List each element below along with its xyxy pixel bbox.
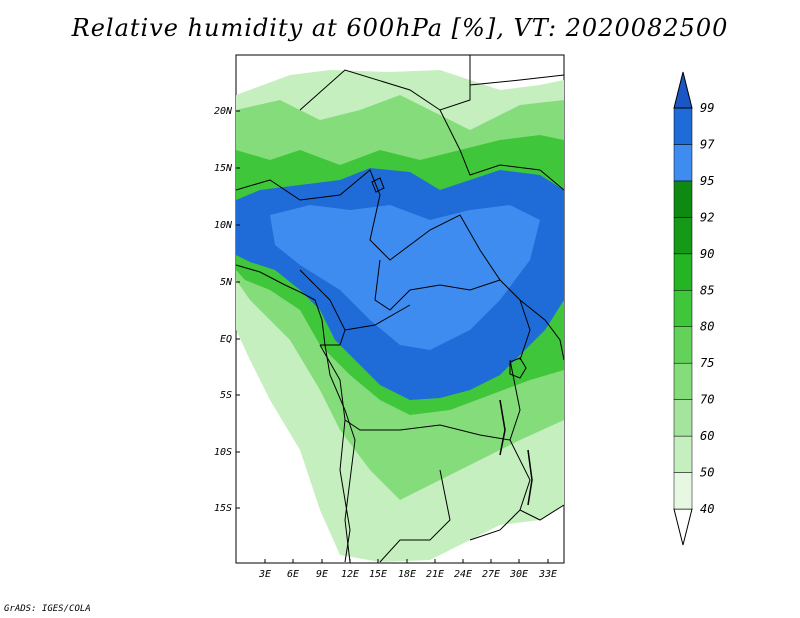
- colorbar-label: 92: [700, 210, 714, 224]
- colorbar: 40 50 60 70 75 80 85 90 92 95 97 99: [673, 71, 715, 546]
- humidity-field-saturated-light: [270, 205, 540, 350]
- lake-victoria: [509, 357, 527, 379]
- country-borders: [235, 55, 565, 563]
- lon-label: 21E: [426, 569, 444, 580]
- colorbar-segment: [673, 362, 693, 400]
- colorbar-label: 70: [700, 393, 714, 407]
- lat-label: EQ: [220, 334, 232, 345]
- lat-label: 10S: [214, 447, 232, 458]
- lon-label: 27E: [482, 569, 500, 580]
- lat-label: 15N: [214, 163, 233, 174]
- lon-label: 33E: [538, 569, 557, 580]
- lon-label: 15E: [369, 569, 387, 580]
- lat-label: 10N: [214, 220, 233, 231]
- lat-label: 15S: [214, 503, 232, 514]
- colorbar-label: 60: [700, 429, 714, 443]
- lon-label: 9E: [316, 569, 328, 580]
- colorbar-under-triangle: [673, 508, 693, 546]
- coastline: [235, 264, 356, 563]
- lon-label: 24E: [454, 569, 472, 580]
- colorbar-segment: [673, 472, 693, 510]
- colorbar-over-triangle: [673, 71, 693, 109]
- lake-chad: [371, 177, 385, 193]
- lon-label: 12E: [341, 569, 359, 580]
- colorbar-segment: [673, 253, 693, 291]
- colorbar-label: 85: [700, 283, 714, 297]
- colorbar-label: 90: [700, 247, 714, 261]
- colorbar-segment: [673, 399, 693, 437]
- colorbar-label: 75: [700, 356, 714, 370]
- lake-malawi: [527, 449, 533, 506]
- lon-label: 18E: [398, 569, 416, 580]
- colorbar-label: 95: [700, 174, 714, 188]
- colorbar-segment: [673, 217, 693, 255]
- lon-label: 30E: [509, 569, 528, 580]
- lon-label: 6E: [287, 569, 299, 580]
- lat-label: 5S: [220, 390, 232, 401]
- colorbar-label: 99: [700, 101, 714, 115]
- colorbar-label: 50: [700, 466, 714, 480]
- colorbar-segment: [673, 107, 693, 145]
- map-title: Relative humidity at 600hPa [%], VT: 202…: [71, 14, 729, 42]
- lat-label: 20N: [214, 106, 233, 117]
- lat-axis: 20N 15N 10N 5N EQ 5S 10S 15S: [214, 106, 240, 514]
- map-panel: [235, 54, 565, 564]
- colorbar-segment: [673, 326, 693, 364]
- colorbar-label: 80: [700, 320, 714, 334]
- colorbar-segment: [673, 180, 693, 218]
- lon-axis: 3E 6E 9E 12E 15E 18E 21E 24E 27E 30E 33E: [258, 559, 557, 580]
- lake-tanganyika: [499, 399, 506, 456]
- colorbar-segment: [673, 290, 693, 327]
- colorbar-label: 97: [700, 137, 715, 151]
- lon-label: 3E: [258, 569, 271, 580]
- colorbar-segment: [673, 144, 693, 182]
- lat-label: 5N: [220, 277, 233, 288]
- grads-credit: GrADS: IGES/COLA: [4, 604, 91, 614]
- colorbar-segment: [673, 435, 693, 473]
- colorbar-label: 40: [700, 502, 714, 516]
